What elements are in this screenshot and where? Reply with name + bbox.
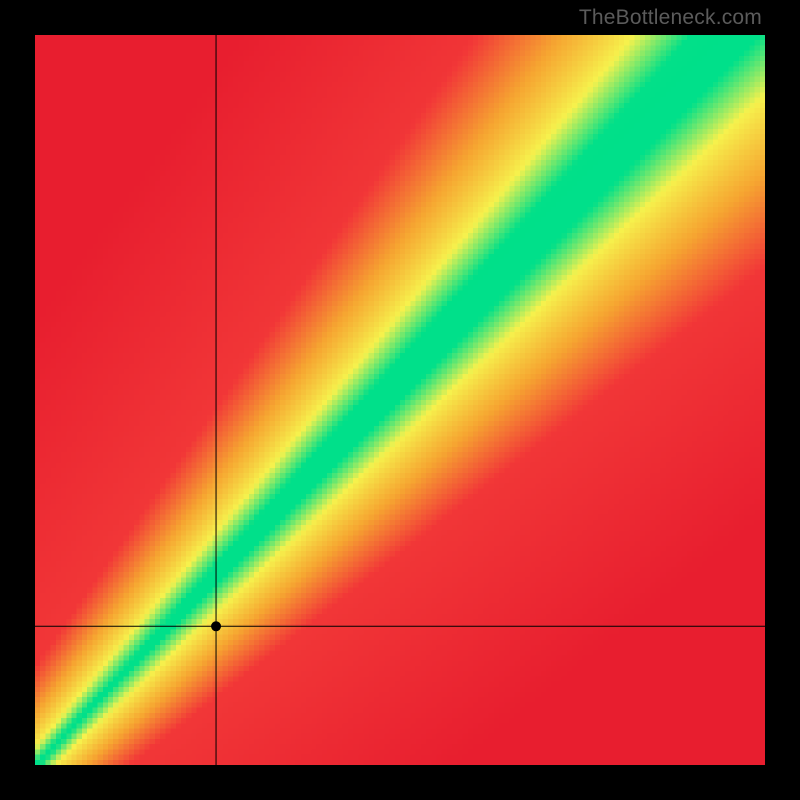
watermark-text: TheBottleneck.com — [579, 6, 762, 30]
bottleneck-heatmap — [35, 35, 765, 765]
chart-frame: TheBottleneck.com — [0, 0, 800, 800]
